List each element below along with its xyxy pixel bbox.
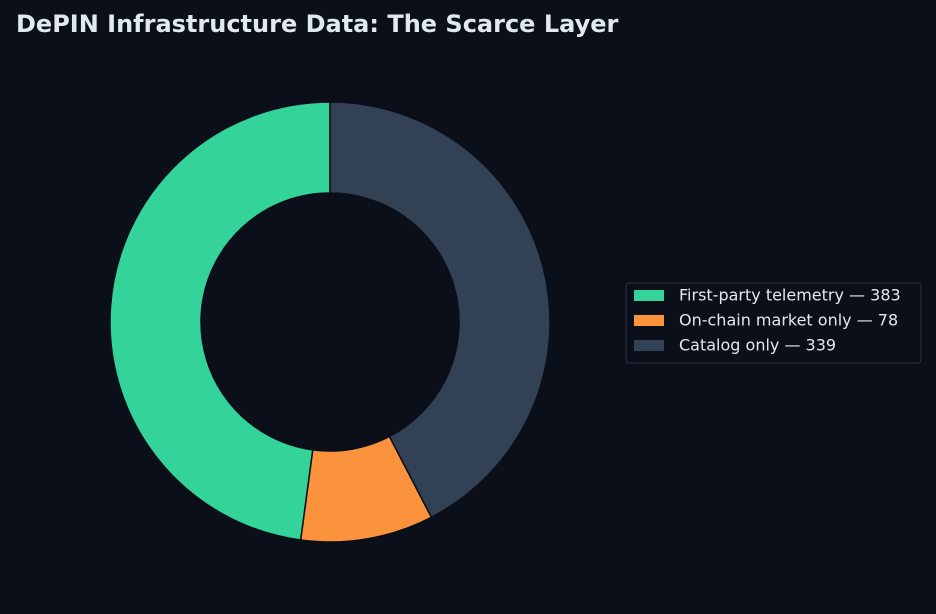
donut-slice (109, 101, 331, 541)
legend-swatch (634, 340, 664, 351)
legend-label: First-party telemetry — 383 (679, 286, 901, 305)
legend-swatch (634, 290, 664, 301)
legend-label: On-chain market only — 78 (679, 311, 898, 330)
legend-label: Catalog only — 339 (679, 336, 836, 355)
legend-box (625, 282, 922, 364)
chart-title: DePIN Infrastructure Data: The Scarce La… (16, 10, 618, 38)
legend-swatch (634, 315, 664, 326)
donut-slice (329, 101, 551, 519)
